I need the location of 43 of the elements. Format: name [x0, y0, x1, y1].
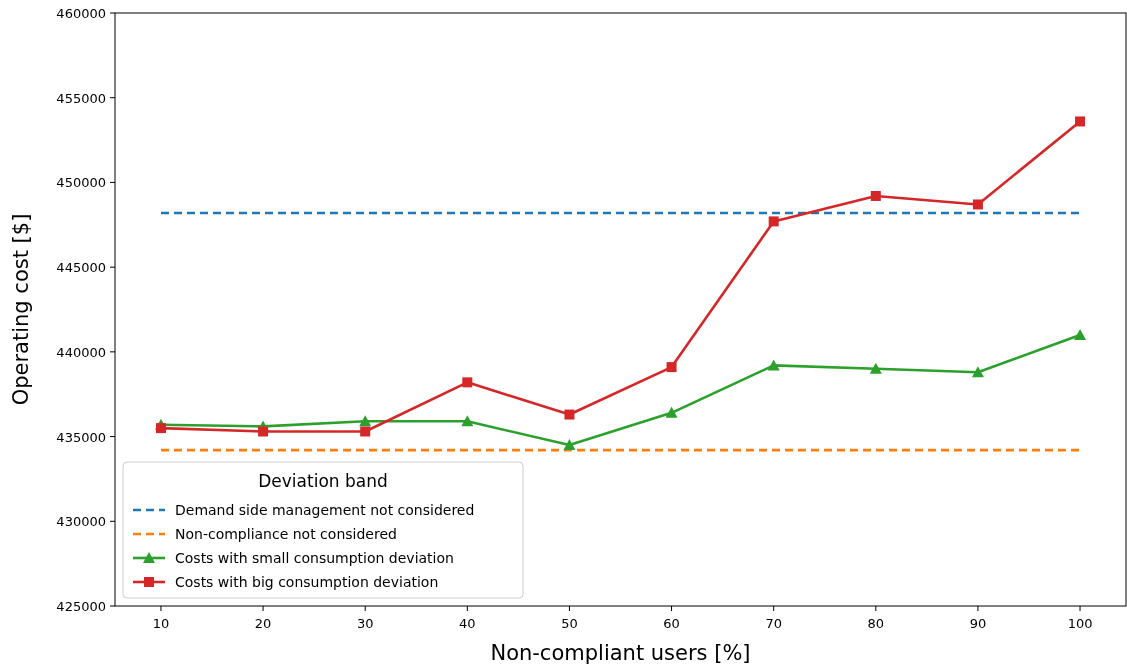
y-tick-label: 460000 — [56, 6, 106, 21]
point — [666, 362, 677, 373]
point — [258, 426, 269, 437]
x-tick-label: 40 — [459, 616, 476, 631]
y-tick-label: 445000 — [56, 260, 106, 276]
point — [563, 439, 576, 451]
y-tick-label: 435000 — [56, 429, 106, 445]
point — [972, 199, 983, 210]
point — [767, 359, 780, 371]
point — [869, 362, 882, 374]
y-tick-label: 455000 — [56, 90, 106, 106]
point — [359, 415, 372, 427]
x-tick-label: 60 — [663, 616, 680, 631]
x-tick-label: 80 — [867, 616, 885, 631]
point — [360, 426, 371, 437]
y-axis-title: Operating cost [$] — [9, 213, 33, 406]
legend-label: Non-compliance not considered — [175, 526, 397, 542]
legend-title: Deviation band — [258, 471, 388, 491]
x-tick-label: 10 — [152, 616, 170, 631]
point — [462, 377, 473, 388]
x-tick-label: 20 — [254, 616, 272, 631]
y-tick-label: 440000 — [56, 344, 106, 360]
point — [768, 216, 779, 227]
point — [870, 190, 881, 201]
point — [1075, 116, 1086, 127]
point — [971, 366, 984, 378]
point — [665, 406, 678, 418]
y-tick-label: 425000 — [56, 599, 106, 614]
x-tick-label: 30 — [356, 616, 374, 631]
x-tick-label: 100 — [1067, 616, 1093, 631]
y-tick-label: 450000 — [56, 175, 106, 191]
x-tick-label: 50 — [561, 616, 578, 631]
y-tick-label: 430000 — [56, 514, 106, 530]
x-axis-title: Non-compliant users [%] — [490, 641, 751, 665]
point — [1074, 328, 1087, 340]
legend-label: Demand side management not considered — [175, 502, 475, 518]
x-tick-label: 70 — [765, 616, 782, 631]
point — [461, 415, 474, 427]
point — [155, 423, 166, 434]
point — [564, 409, 575, 420]
legend-label: Costs with small consumption deviation — [175, 550, 454, 566]
legend-label: Costs with big consumption deviation — [175, 574, 439, 590]
x-tick-label: 90 — [969, 616, 987, 631]
